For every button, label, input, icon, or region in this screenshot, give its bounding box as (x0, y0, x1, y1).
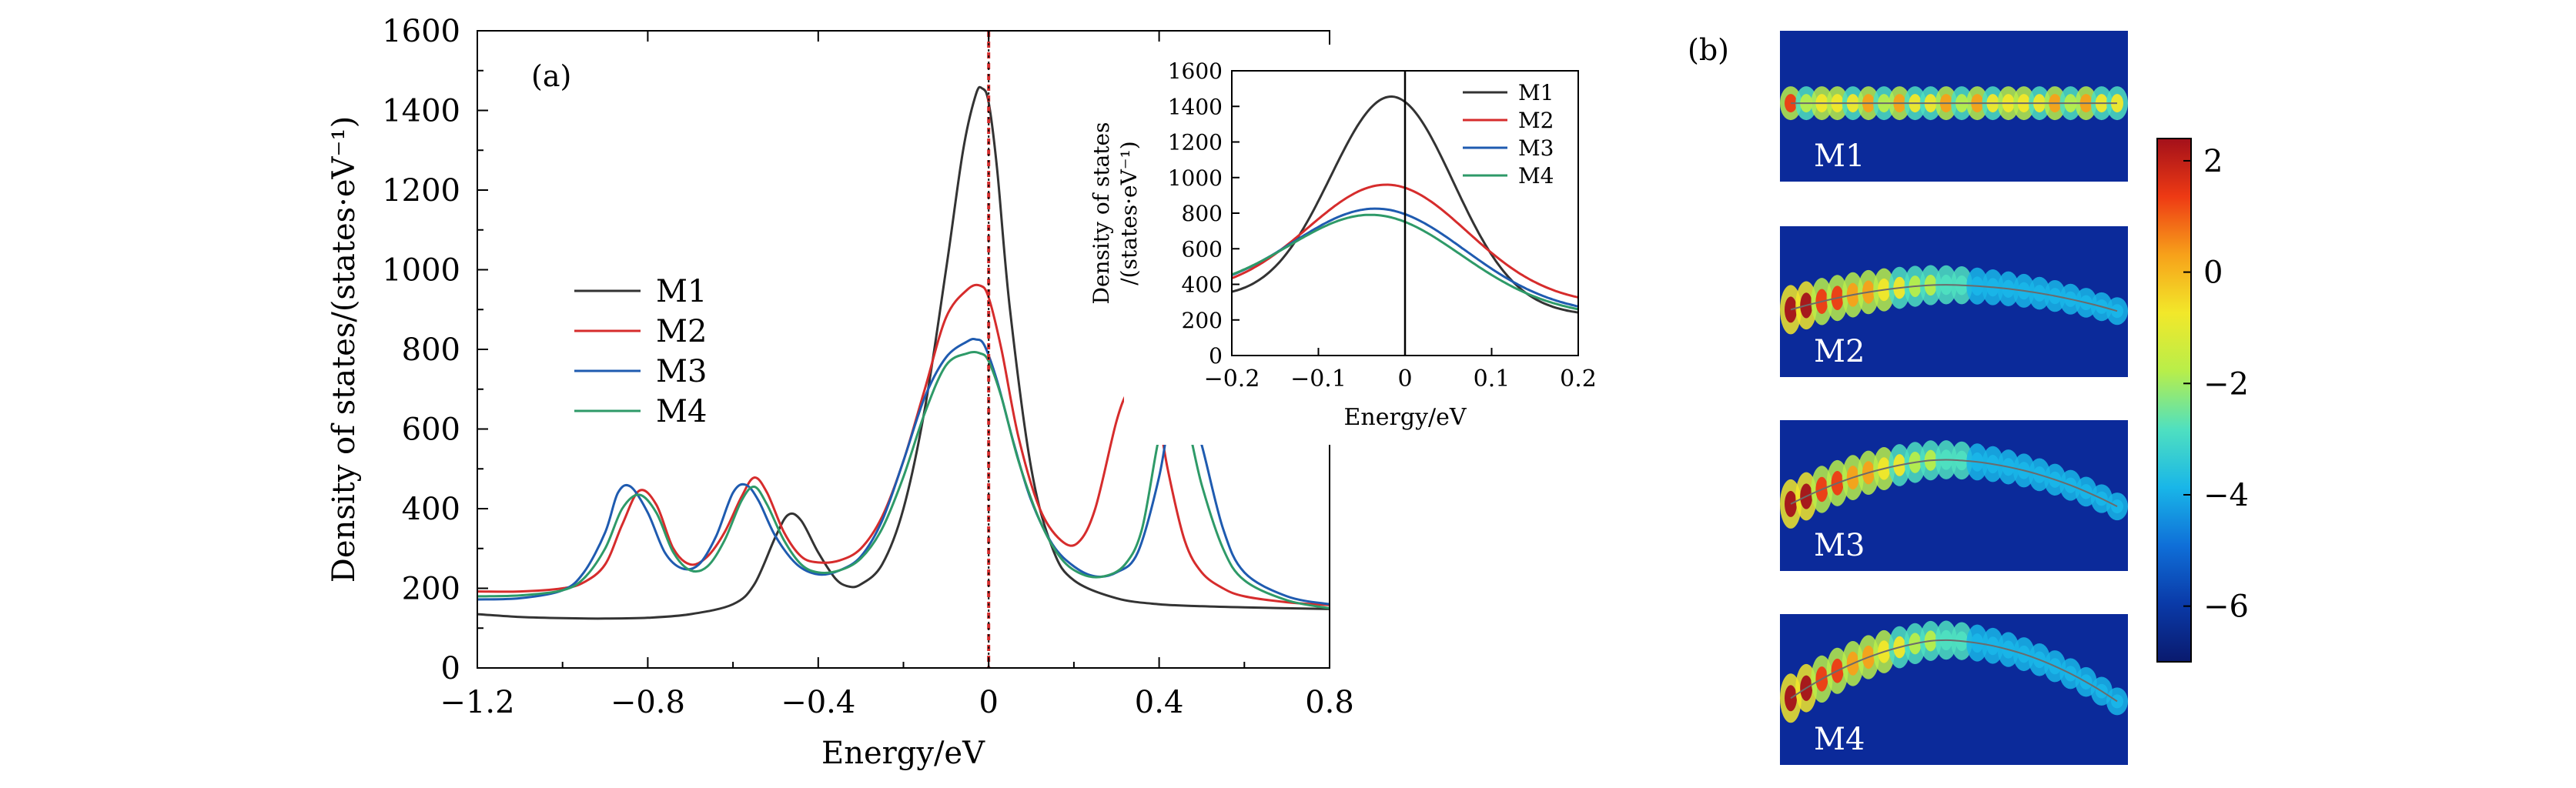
main-x-tick-label: 0 (979, 685, 998, 720)
inset-y-tick-label: 1400 (1168, 94, 1223, 119)
inset-legend-label-m3: M3 (1518, 135, 1554, 161)
chain-axis-curve (1790, 284, 2118, 312)
legend-label-m3: M3 (656, 354, 707, 389)
main-y-tick-label: 1000 (382, 253, 460, 289)
main-y-tick-label: 0 (441, 651, 460, 686)
inset-y-tick-label: 400 (1182, 272, 1223, 298)
heatmap-m3: M3 (1780, 420, 2128, 571)
colorbar-tick-label: −4 (2203, 478, 2249, 513)
main-x-tick-label: 0.4 (1135, 685, 1184, 720)
inset-x-tick-label: −0.1 (1290, 366, 1347, 392)
colorbar-tick-label: 2 (2203, 144, 2223, 179)
main-y-tick-label: 1600 (382, 14, 460, 49)
inset-background (1124, 45, 1640, 445)
main-x-axis-label: Energy/eV (821, 736, 985, 771)
main-y-tick-label: 200 (402, 572, 460, 607)
main-x-tick-label: 0.8 (1305, 685, 1354, 720)
inset-y-tick-label: 200 (1182, 308, 1223, 333)
main-y-tick-label: 800 (402, 332, 460, 368)
inset-y-tick-label: 1200 (1168, 130, 1223, 155)
heatmap-label-m3: M3 (1814, 528, 1865, 563)
panel-label-a: (a) (531, 59, 571, 93)
inset-y-tick-label: 0 (1209, 343, 1223, 369)
inset-y-tick-label: 600 (1182, 236, 1223, 262)
heatmap-label-m2: M2 (1814, 334, 1865, 369)
inset-y-tick-label: 800 (1182, 201, 1223, 226)
series-line-m3 (477, 338, 1330, 606)
inset-y-tick-label: 1600 (1168, 58, 1223, 84)
main-y-tick-label: 1400 (382, 94, 460, 129)
series-line-m1 (477, 85, 1330, 620)
inset-legend-label-m2: M2 (1518, 108, 1554, 133)
dos-main-chart: −1.2 −0.8 −0.4 0 0.4 0.8 0 200 400 600 800 1000 1200… (326, 14, 1354, 771)
heatmap-label-m4: M4 (1814, 722, 1865, 757)
chain-axis-curve (1790, 639, 2118, 703)
main-y-tick-label: 400 (402, 492, 460, 527)
inset-y-axis-label-line2: /(states·eV⁻¹) (1116, 141, 1142, 285)
density-blob-core (1785, 296, 1797, 323)
heatmap-label-m1: M1 (1814, 139, 1865, 174)
panel-label-b: (b) (1688, 33, 1729, 67)
colorbar-tick-label: −6 (2203, 589, 2249, 625)
main-x-tick-label: −0.8 (611, 685, 685, 720)
main-x-tick-label: −0.4 (781, 685, 855, 720)
density-blob-core (1785, 490, 1797, 517)
inset-legend-label-m1: M1 (1518, 80, 1554, 105)
main-y-tick-label: 600 (402, 412, 460, 448)
colorbar-tick-label: −2 (2203, 366, 2249, 402)
inset-x-tick-label: 0 (1397, 366, 1412, 392)
colorbar-tick-label: 0 (2203, 255, 2223, 291)
legend-label-m4: M4 (656, 394, 707, 429)
main-y-tick-label: 1200 (382, 173, 460, 209)
inset-x-tick-label: 0.1 (1474, 366, 1510, 392)
inset-x-axis-label: Energy/eV (1344, 404, 1467, 431)
heatmap-m1: M1 (1780, 31, 2128, 182)
heatmap-m2: M2 (1780, 226, 2128, 377)
inset-y-tick-label: 1000 (1168, 165, 1223, 191)
inset-y-axis-label-line1: Density of states (1089, 122, 1114, 305)
colorbar (2156, 138, 2192, 663)
legend-label-m2: M2 (656, 314, 707, 349)
dos-inset-chart: −0.2 −0.1 0 0.1 0.2 0 200 400 600 800 1000 1200 1400… (1089, 45, 1640, 445)
inset-x-tick-label: 0.2 (1560, 366, 1597, 392)
main-x-tick-label: −1.2 (440, 685, 514, 720)
heatmap-m4: M4 (1780, 614, 2128, 765)
chain-axis-curve (1790, 459, 2118, 507)
main-y-axis-label: Density of states/(states·eV⁻¹) (326, 116, 362, 583)
inset-x-tick-label: −0.2 (1204, 366, 1260, 392)
charge-density-maps: (b) M1 M2 M3 M4 2 0 −2 −4 −6 (1688, 31, 2249, 765)
inset-legend-label-m4: M4 (1518, 163, 1554, 189)
legend-label-m1: M1 (656, 274, 707, 309)
